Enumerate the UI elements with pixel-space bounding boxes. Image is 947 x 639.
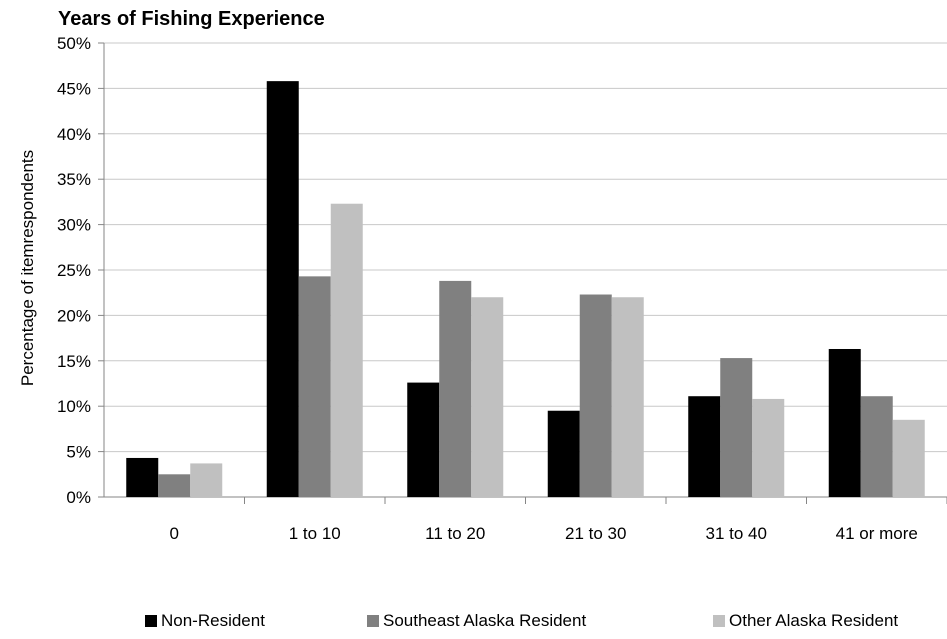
legend: Non-Resident Southeast Alaska Resident O…: [0, 611, 947, 633]
y-tick-label: 15%: [57, 352, 91, 371]
bar-other-alaska-resident-0: [190, 463, 223, 497]
y-tick-label: 20%: [57, 306, 91, 325]
legend-item-non-resident: Non-Resident: [145, 611, 265, 631]
bar-non-resident-21-to-30: [547, 410, 580, 497]
bar-non-resident-1-to-10: [266, 81, 299, 498]
bar-other-alaska-resident-31-to-40: [752, 398, 785, 497]
y-tick-label: 40%: [57, 125, 91, 144]
y-tick-label: 10%: [57, 397, 91, 416]
y-tick-label: 45%: [57, 79, 91, 98]
bar-southeast-alaska-resident-11-to-20: [439, 280, 472, 497]
bar-southeast-alaska-resident-0: [158, 474, 191, 497]
x-tick-label: 11 to 20: [425, 524, 485, 543]
y-tick-label: 25%: [57, 261, 91, 280]
bar-southeast-alaska-resident-41-or-more: [860, 396, 893, 497]
y-tick-label: 5%: [66, 443, 91, 462]
bar-other-alaska-resident-41-or-more: [892, 419, 925, 497]
x-tick-label: 31 to 40: [706, 524, 767, 543]
x-tick-label: 1 to 10: [289, 524, 341, 543]
bar-non-resident-0: [126, 457, 159, 497]
chart-title: Years of Fishing Experience: [58, 8, 325, 30]
bar-southeast-alaska-resident-31-to-40: [720, 358, 753, 497]
bar-non-resident-41-or-more: [828, 348, 861, 497]
y-tick-label: 0%: [66, 488, 91, 507]
bar-southeast-alaska-resident-1-to-10: [298, 276, 331, 497]
x-tick-label: 21 to 30: [565, 524, 626, 543]
legend-item-southeast-alaska-resident: Southeast Alaska Resident: [367, 611, 586, 631]
legend-label-southeast-alaska-resident: Southeast Alaska Resident: [383, 611, 587, 630]
legend-swatch-other-alaska-resident: [713, 615, 725, 627]
bar-other-alaska-resident-1-to-10: [330, 203, 363, 497]
legend-swatch-non-resident: [145, 615, 157, 627]
bar-non-resident-31-to-40: [688, 396, 721, 497]
legend-item-other-alaska-resident: Other Alaska Resident: [713, 611, 898, 631]
bar-southeast-alaska-resident-21-to-30: [579, 294, 612, 497]
bar-non-resident-11-to-20: [407, 382, 440, 497]
y-tick-label: 50%: [57, 34, 91, 53]
bar-other-alaska-resident-11-to-20: [471, 297, 504, 497]
legend-label-non-resident: Non-Resident: [161, 611, 265, 630]
y-tick-label: 30%: [57, 216, 91, 235]
x-tick-label: 41 or more: [836, 524, 918, 543]
legend-label-other-alaska-resident: Other Alaska Resident: [729, 611, 899, 630]
legend-swatch-southeast-alaska-resident: [367, 615, 379, 627]
y-axis-label: Percentage of itemrespondents: [18, 149, 37, 387]
x-tick-label: 0: [170, 524, 179, 543]
bar-other-alaska-resident-21-to-30: [611, 297, 644, 497]
y-tick-label: 35%: [57, 170, 91, 189]
plot-area: 0% 5% 10% 15% 20% 25% 30% 35% 40% 45% 50% 0 1 to 10 1…: [57, 34, 947, 543]
